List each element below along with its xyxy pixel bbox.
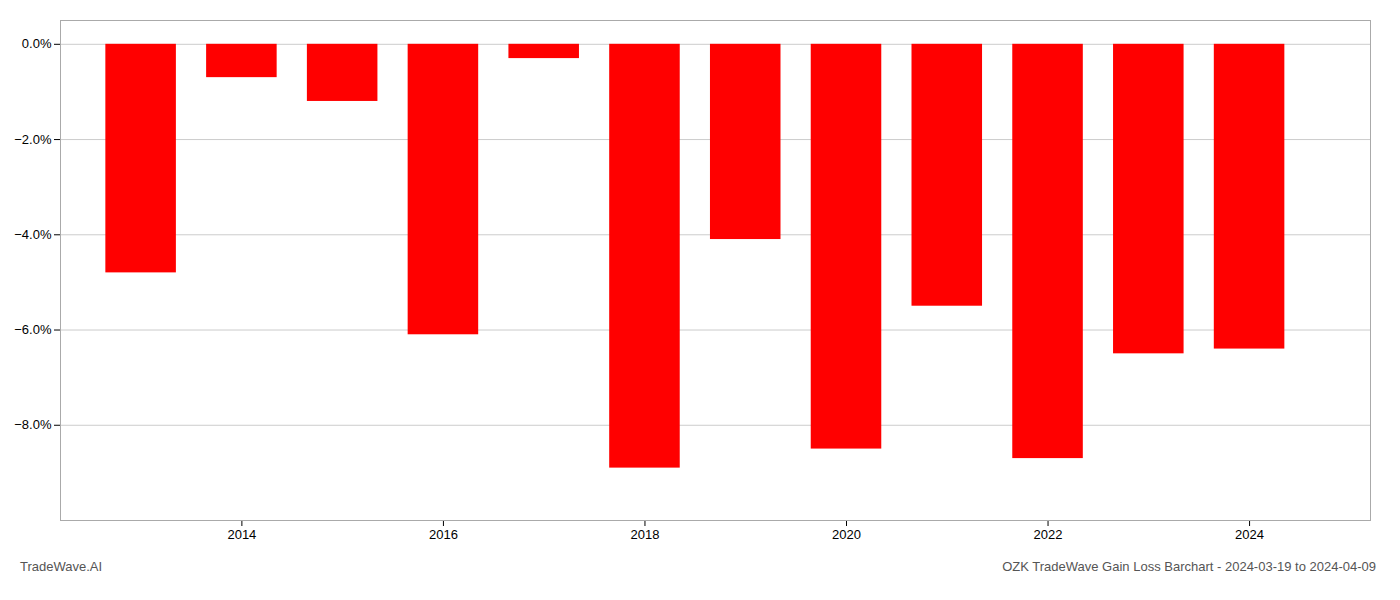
svg-text:−6.0%: −6.0% [14, 322, 52, 337]
svg-text:2016: 2016 [429, 527, 458, 542]
svg-text:−4.0%: −4.0% [14, 227, 52, 242]
svg-text:−2.0%: −2.0% [14, 132, 52, 147]
svg-text:2014: 2014 [227, 527, 256, 542]
svg-text:2018: 2018 [631, 527, 660, 542]
svg-text:0.0%: 0.0% [22, 36, 52, 51]
svg-text:−8.0%: −8.0% [14, 417, 52, 432]
html-text:TradeWave.AI: TradeWave.AI [20, 559, 103, 574]
html-text:OZK TradeWave Gain Loss Barcha: OZK TradeWave Gain Loss Barchart - 2024-… [1002, 559, 1376, 574]
svg-text:2024: 2024 [1235, 527, 1264, 542]
svg-text:2022: 2022 [1034, 527, 1063, 542]
svg-text:2020: 2020 [832, 527, 861, 542]
